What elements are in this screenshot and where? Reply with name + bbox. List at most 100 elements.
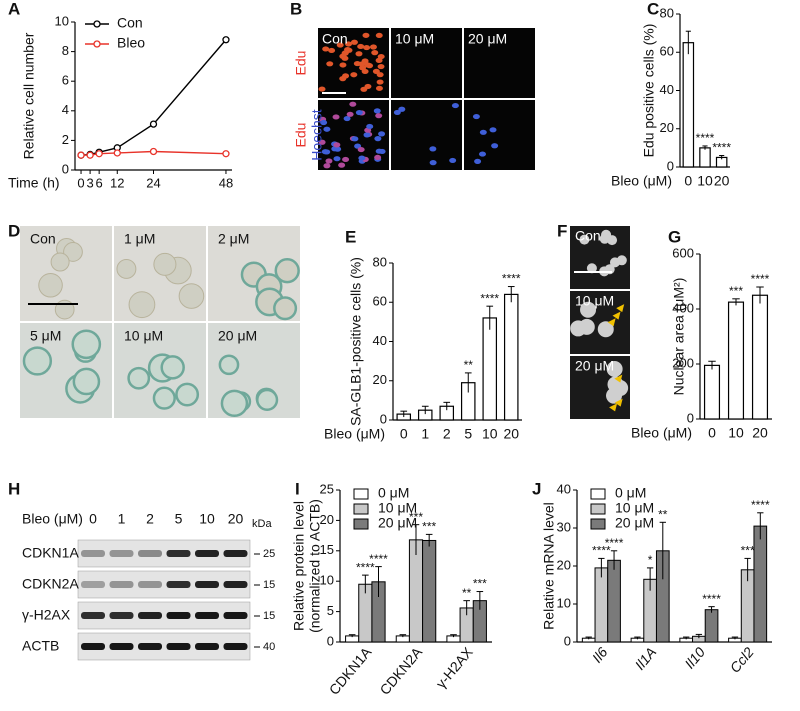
y-tick-label: 40 bbox=[557, 481, 571, 496]
y-tick-label: 0 bbox=[380, 411, 387, 426]
cell bbox=[273, 296, 298, 321]
data-point bbox=[222, 150, 230, 158]
y-tick-label: 4 bbox=[62, 102, 69, 117]
x-tick-label: 0 bbox=[400, 426, 408, 442]
lane-label: 5 bbox=[175, 511, 183, 527]
nucleus bbox=[349, 101, 357, 107]
bar bbox=[703, 364, 721, 420]
unit-label: kDa bbox=[252, 518, 272, 530]
nucleus bbox=[342, 156, 350, 163]
cell bbox=[50, 252, 70, 272]
condition-label: 10 μM bbox=[124, 328, 163, 344]
nucleus bbox=[586, 263, 597, 274]
band bbox=[223, 643, 248, 650]
significance: **** bbox=[480, 291, 499, 305]
nucleus bbox=[474, 158, 482, 164]
row-label: ACTB bbox=[22, 638, 59, 654]
panel-letter: J bbox=[532, 479, 541, 498]
significance: **** bbox=[369, 552, 388, 566]
nucleus bbox=[375, 113, 383, 119]
condition-label: Con bbox=[575, 228, 601, 244]
nucleus bbox=[323, 163, 331, 169]
x-tick-label: 2 bbox=[443, 426, 451, 442]
y-tick-label: 10 bbox=[55, 13, 69, 28]
panel-letter: I bbox=[295, 479, 300, 498]
x-tick-label: Il6 bbox=[589, 644, 611, 666]
significance: **** bbox=[712, 141, 731, 155]
y-tick-label: 400 bbox=[672, 300, 694, 315]
nucleus bbox=[491, 143, 499, 149]
nucleus bbox=[373, 108, 381, 114]
x-tick-label: 20 bbox=[752, 425, 768, 441]
marker-label: 40 bbox=[263, 641, 275, 653]
y-tick-label: 30 bbox=[557, 519, 571, 534]
x-tick-label: 0 bbox=[77, 175, 84, 190]
condition-label: 1 μM bbox=[124, 231, 155, 247]
nucleus bbox=[371, 49, 379, 56]
nucleus bbox=[362, 32, 370, 38]
nucleus bbox=[332, 114, 340, 120]
arrowhead bbox=[607, 318, 616, 327]
x-tick-label: γ-H2AX bbox=[433, 644, 477, 692]
band bbox=[166, 612, 191, 619]
band bbox=[109, 643, 134, 650]
nucleus bbox=[325, 158, 333, 164]
legend-swatch bbox=[353, 518, 369, 530]
x-tick-label: 20 bbox=[714, 173, 730, 189]
cell bbox=[160, 355, 185, 380]
data-point bbox=[77, 151, 85, 159]
cell bbox=[175, 382, 200, 407]
nucleus bbox=[342, 73, 350, 79]
y-tick-label: 80 bbox=[660, 5, 674, 20]
y-axis-label: SA-GLB1-positive cells (%) bbox=[348, 257, 364, 426]
band bbox=[109, 612, 134, 619]
y-tick-label: 20 bbox=[557, 557, 571, 572]
nucleus bbox=[378, 148, 386, 155]
y-tick-label: 0 bbox=[327, 633, 334, 648]
legend-label: Bleo bbox=[117, 35, 145, 51]
significance: **** bbox=[696, 131, 715, 145]
bar bbox=[482, 317, 498, 421]
nucleus bbox=[374, 154, 382, 161]
legend-swatch bbox=[590, 488, 606, 500]
significance: **** bbox=[605, 536, 624, 550]
nucleus bbox=[351, 136, 359, 142]
blot-strip bbox=[77, 601, 251, 630]
band bbox=[223, 581, 248, 588]
x-tick-label: 5 bbox=[464, 426, 472, 442]
x-tick-label: Ccl2 bbox=[726, 644, 756, 676]
arrowhead bbox=[616, 304, 625, 313]
row-label: γ-H2AX bbox=[22, 607, 71, 623]
bar bbox=[727, 301, 745, 420]
x-tick-label: 12 bbox=[110, 175, 124, 190]
significance: *** bbox=[422, 520, 436, 534]
y-axis-label: Nuclear area (μM²) bbox=[671, 278, 687, 396]
nucleus bbox=[398, 106, 406, 112]
x-tick-label: 48 bbox=[219, 175, 233, 190]
nucleus bbox=[323, 126, 331, 132]
cell bbox=[153, 252, 177, 276]
cell bbox=[127, 366, 151, 390]
legend-label: 20 μM bbox=[615, 515, 654, 531]
nucleus bbox=[336, 42, 344, 48]
nucleus bbox=[597, 321, 614, 338]
nucleus bbox=[393, 109, 401, 116]
legend-label: Con bbox=[117, 15, 143, 31]
x-tick-label: 24 bbox=[146, 175, 160, 190]
significance: *** bbox=[409, 510, 423, 524]
marker-label: 15 bbox=[263, 579, 275, 591]
bar bbox=[751, 294, 769, 420]
y-tick-label: 0 bbox=[667, 158, 674, 173]
lane-label: 20 bbox=[228, 511, 244, 527]
y-tick-label: 10 bbox=[320, 573, 334, 588]
y-tick-label: 200 bbox=[672, 355, 694, 370]
cell bbox=[220, 389, 249, 418]
condition-label: 10 μM bbox=[575, 293, 614, 309]
nucleus bbox=[355, 51, 363, 57]
significance: * bbox=[648, 553, 653, 567]
nucleus bbox=[478, 151, 486, 157]
cell bbox=[255, 388, 279, 411]
significance: *** bbox=[729, 284, 743, 298]
x-tick-label: 3 bbox=[86, 175, 93, 190]
x-tick-label: 0 bbox=[708, 425, 716, 441]
